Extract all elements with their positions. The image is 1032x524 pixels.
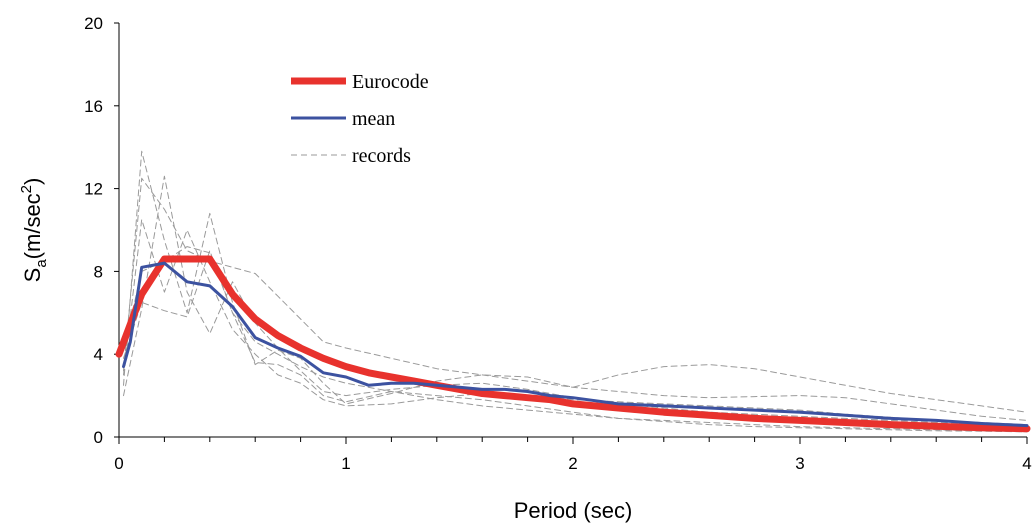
x-tick-label: 2	[568, 454, 577, 473]
legend-label-records: records	[352, 145, 411, 167]
x-axis-label: Period (sec)	[514, 498, 633, 523]
series-line-records	[123, 150, 1028, 413]
x-tick-label: 4	[1022, 454, 1031, 473]
series-line-record	[123, 246, 1028, 433]
series-line-record	[123, 250, 1028, 433]
legend-label-mean: mean	[352, 108, 395, 130]
y-tick-label: 4	[94, 345, 103, 364]
y-axis-label: Sa(m/sec2)	[18, 178, 50, 283]
series-line-mean	[122, 261, 1029, 428]
y-tick-label: 20	[84, 14, 103, 33]
legend-label-Eurocode: Eurocode	[352, 71, 429, 93]
x-tick-label: 1	[341, 454, 350, 473]
series-line-Eurocode	[115, 255, 1031, 433]
y-tick-label: 8	[94, 262, 103, 281]
y-tick-label: 12	[84, 180, 103, 199]
x-tick-label: 0	[114, 454, 123, 473]
y-tick-label: 0	[94, 428, 103, 447]
series-line-record	[123, 177, 1028, 421]
y-tick-label: 16	[84, 97, 103, 116]
series-line-record	[123, 175, 1028, 428]
x-tick-label: 3	[795, 454, 804, 473]
chart-series	[115, 150, 1031, 433]
chart-legend: Eurocode mean records	[291, 71, 429, 167]
